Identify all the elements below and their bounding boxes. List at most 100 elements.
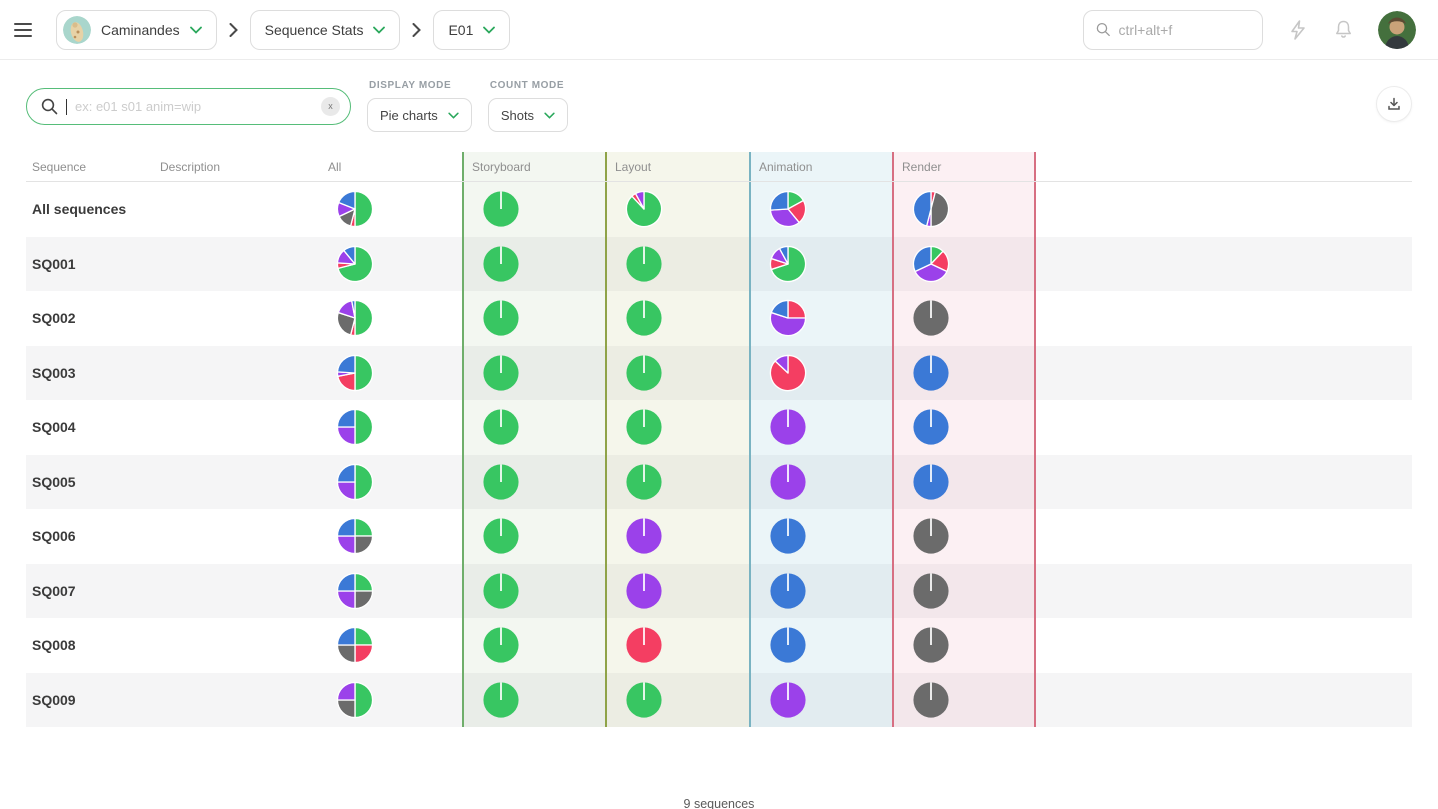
table-row: SQ001 (26, 236, 1412, 292)
column-header-layout: Layout (615, 159, 652, 174)
pie-storyboard (483, 246, 519, 282)
animation-cell (749, 182, 892, 237)
sequence-label: SQ006 (32, 528, 76, 545)
pie-storyboard (483, 682, 519, 718)
pie-render (912, 191, 950, 228)
render-cell (892, 345, 1036, 400)
render-cell (892, 563, 1036, 618)
table-row: SQ007 (26, 563, 1412, 619)
pie-all (336, 409, 374, 446)
pie-animation (770, 573, 806, 609)
pie-animation (770, 464, 806, 500)
layout-cell (605, 400, 749, 455)
render-cell (892, 618, 1036, 673)
all-cell (322, 400, 462, 455)
layout-cell (605, 236, 749, 291)
table-row: SQ009 (26, 672, 1412, 728)
pie-all (336, 463, 374, 500)
pie-render (913, 682, 949, 718)
render-cell (892, 291, 1036, 346)
episode-selector[interactable]: E01 (433, 9, 511, 50)
animation-cell (749, 563, 892, 618)
all-cell (322, 673, 462, 728)
sequence-label: SQ004 (32, 419, 76, 436)
animation-cell (749, 618, 892, 673)
column-header-animation: Animation (759, 159, 813, 174)
description-cell (154, 509, 322, 564)
page-selector[interactable]: Sequence Stats (249, 9, 401, 50)
pie-render (913, 464, 949, 500)
download-button[interactable] (1376, 86, 1412, 122)
all-cell (322, 564, 462, 619)
description-cell (154, 400, 322, 455)
all-cell (322, 237, 462, 292)
pie-layout (626, 627, 662, 663)
chevron-down-icon (189, 26, 202, 34)
pie-render (913, 573, 949, 609)
pie-all (336, 627, 374, 664)
pie-render (913, 627, 949, 663)
pie-all (336, 572, 374, 609)
project-name: Caminandes (101, 21, 180, 38)
table-row: SQ002 (26, 291, 1412, 346)
description-cell (154, 564, 322, 619)
column-header-all: All (328, 159, 342, 174)
all-cell (322, 346, 462, 401)
project-selector[interactable]: Caminandes (56, 9, 217, 50)
pie-layout (626, 682, 662, 718)
storyboard-cell (462, 291, 605, 346)
flash-icon[interactable] (1287, 19, 1309, 41)
pie-storyboard (483, 464, 519, 500)
table-row: SQ005 (26, 454, 1412, 510)
clear-search-icon[interactable]: x (321, 97, 340, 116)
count-mode-label: COUNT MODE (489, 80, 565, 91)
pie-layout (626, 409, 662, 445)
project-avatar (63, 15, 91, 44)
storyboard-cell (462, 509, 605, 564)
global-search[interactable] (1083, 9, 1263, 50)
display-mode-select[interactable]: Pie charts (367, 98, 472, 132)
description-cell (154, 618, 322, 673)
chevron-down-icon (448, 112, 459, 119)
animation-cell (749, 345, 892, 400)
global-search-input[interactable] (1118, 21, 1250, 38)
menu-icon[interactable] (14, 17, 40, 43)
render-cell (892, 509, 1036, 564)
animation-cell (749, 400, 892, 455)
pie-storyboard (483, 518, 519, 554)
sequence-label: SQ003 (32, 364, 76, 381)
pie-layout (626, 518, 662, 554)
display-mode-label: DISPLAY MODE (369, 80, 452, 91)
sequence-label: SQ002 (32, 310, 76, 327)
pie-storyboard (483, 191, 519, 227)
sequence-label: All sequences (32, 201, 127, 218)
table-row: SQ004 (26, 400, 1412, 455)
user-avatar[interactable] (1378, 10, 1416, 49)
bell-icon[interactable] (1333, 19, 1354, 41)
table-body: All sequences SQ001 SQ002 SQ003 SQ004 SQ005 SQ… (26, 182, 1412, 727)
all-cell (322, 455, 462, 510)
text-caret (66, 98, 67, 115)
layout-cell (605, 618, 749, 673)
pie-storyboard (483, 627, 519, 663)
pie-layout (626, 573, 662, 609)
column-header-storyboard: Storyboard (472, 159, 531, 174)
sequence-search-input[interactable] (75, 99, 313, 114)
all-cell (322, 291, 462, 346)
pie-storyboard (483, 573, 519, 609)
count-mode-select[interactable]: Shots (487, 98, 569, 132)
pie-animation (770, 518, 806, 554)
render-cell (892, 672, 1036, 727)
pie-layout (626, 300, 662, 336)
sequence-stats-table: Sequence Description All Storyboard Layo… (26, 152, 1412, 727)
pie-animation (769, 354, 807, 391)
all-cell (322, 509, 462, 564)
description-cell (154, 291, 322, 346)
description-cell (154, 182, 322, 237)
animation-cell (749, 509, 892, 564)
pie-storyboard (483, 300, 519, 336)
pie-animation (770, 409, 806, 445)
sequence-search[interactable]: x (26, 88, 351, 125)
all-cell (322, 618, 462, 673)
layout-cell (605, 563, 749, 618)
